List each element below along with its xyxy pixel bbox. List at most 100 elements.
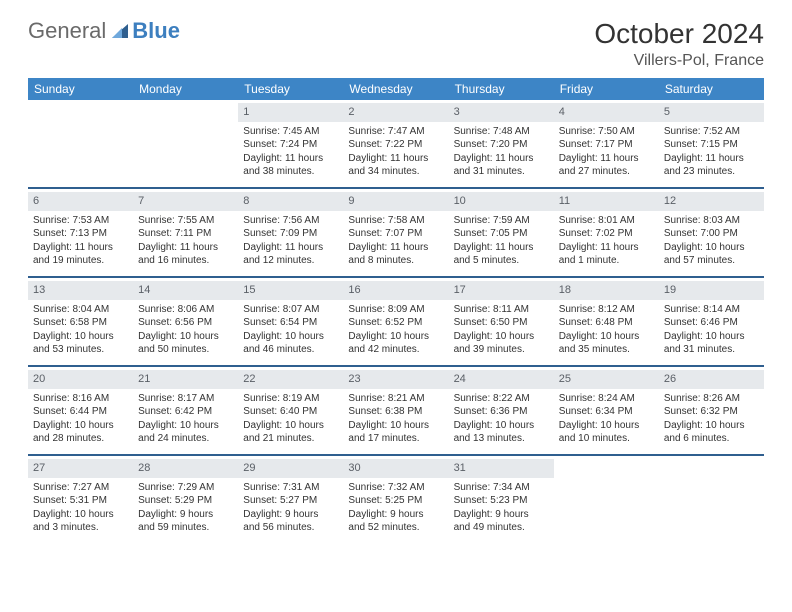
- sunset-text: Sunset: 6:38 PM: [348, 405, 443, 419]
- sunset-text: Sunset: 6:42 PM: [138, 405, 233, 419]
- calendar-cell: 25Sunrise: 8:24 AMSunset: 6:34 PMDayligh…: [554, 366, 659, 455]
- daylight-text: and 56 minutes.: [243, 521, 338, 535]
- calendar-cell: 28Sunrise: 7:29 AMSunset: 5:29 PMDayligh…: [133, 455, 238, 543]
- brand-text-1: General: [28, 18, 106, 44]
- weekday-header: Wednesday: [343, 78, 448, 100]
- brand-logo: General Blue: [28, 18, 180, 44]
- day-number: 15: [238, 281, 343, 300]
- daylight-text: and 38 minutes.: [243, 165, 338, 179]
- location-text: Villers-Pol, France: [594, 52, 764, 70]
- day-number: 17: [449, 281, 554, 300]
- day-number: 21: [133, 370, 238, 389]
- calendar-cell: 10Sunrise: 7:59 AMSunset: 7:05 PMDayligh…: [449, 188, 554, 277]
- daylight-text: Daylight: 11 hours: [664, 152, 759, 166]
- daylight-text: and 17 minutes.: [348, 432, 443, 446]
- daylight-text: and 27 minutes.: [559, 165, 654, 179]
- page-title: October 2024: [594, 18, 764, 50]
- sunrise-text: Sunrise: 7:47 AM: [348, 125, 443, 139]
- daylight-text: Daylight: 10 hours: [454, 330, 549, 344]
- daylight-text: and 5 minutes.: [454, 254, 549, 268]
- calendar-cell: 6Sunrise: 7:53 AMSunset: 7:13 PMDaylight…: [28, 188, 133, 277]
- daylight-text: Daylight: 11 hours: [348, 152, 443, 166]
- daylight-text: and 31 minutes.: [664, 343, 759, 357]
- calendar-cell: 17Sunrise: 8:11 AMSunset: 6:50 PMDayligh…: [449, 277, 554, 366]
- calendar-cell: 23Sunrise: 8:21 AMSunset: 6:38 PMDayligh…: [343, 366, 448, 455]
- sunrise-text: Sunrise: 8:09 AM: [348, 303, 443, 317]
- sunset-text: Sunset: 6:36 PM: [454, 405, 549, 419]
- daylight-text: Daylight: 11 hours: [243, 152, 338, 166]
- calendar-cell: 12Sunrise: 8:03 AMSunset: 7:00 PMDayligh…: [659, 188, 764, 277]
- daylight-text: and 6 minutes.: [664, 432, 759, 446]
- calendar-cell: 3Sunrise: 7:48 AMSunset: 7:20 PMDaylight…: [449, 100, 554, 188]
- day-number: 29: [238, 459, 343, 478]
- daylight-text: and 28 minutes.: [33, 432, 128, 446]
- sunrise-text: Sunrise: 8:04 AM: [33, 303, 128, 317]
- daylight-text: and 10 minutes.: [559, 432, 654, 446]
- calendar-cell: 27Sunrise: 7:27 AMSunset: 5:31 PMDayligh…: [28, 455, 133, 543]
- day-number: 4: [554, 103, 659, 122]
- calendar-cell: 26Sunrise: 8:26 AMSunset: 6:32 PMDayligh…: [659, 366, 764, 455]
- day-number: 16: [343, 281, 448, 300]
- calendar-cell: 20Sunrise: 8:16 AMSunset: 6:44 PMDayligh…: [28, 366, 133, 455]
- sunrise-text: Sunrise: 7:32 AM: [348, 481, 443, 495]
- day-number: 9: [343, 192, 448, 211]
- sunset-text: Sunset: 7:02 PM: [559, 227, 654, 241]
- calendar-cell: 22Sunrise: 8:19 AMSunset: 6:40 PMDayligh…: [238, 366, 343, 455]
- day-number: 24: [449, 370, 554, 389]
- daylight-text: Daylight: 10 hours: [243, 330, 338, 344]
- sunrise-text: Sunrise: 7:59 AM: [454, 214, 549, 228]
- day-number: 6: [28, 192, 133, 211]
- calendar-week-row: 1Sunrise: 7:45 AMSunset: 7:24 PMDaylight…: [28, 100, 764, 188]
- calendar-cell: [133, 100, 238, 188]
- sunset-text: Sunset: 5:27 PM: [243, 494, 338, 508]
- calendar-cell: 19Sunrise: 8:14 AMSunset: 6:46 PMDayligh…: [659, 277, 764, 366]
- daylight-text: and 12 minutes.: [243, 254, 338, 268]
- day-number: 5: [659, 103, 764, 122]
- sunset-text: Sunset: 6:34 PM: [559, 405, 654, 419]
- sunset-text: Sunset: 7:07 PM: [348, 227, 443, 241]
- calendar-cell: 21Sunrise: 8:17 AMSunset: 6:42 PMDayligh…: [133, 366, 238, 455]
- calendar-cell: 18Sunrise: 8:12 AMSunset: 6:48 PMDayligh…: [554, 277, 659, 366]
- sunset-text: Sunset: 5:25 PM: [348, 494, 443, 508]
- calendar-cell: 29Sunrise: 7:31 AMSunset: 5:27 PMDayligh…: [238, 455, 343, 543]
- daylight-text: Daylight: 11 hours: [138, 241, 233, 255]
- calendar-cell: [659, 455, 764, 543]
- weekday-header-row: Sunday Monday Tuesday Wednesday Thursday…: [28, 78, 764, 100]
- daylight-text: Daylight: 10 hours: [454, 419, 549, 433]
- calendar-cell: 31Sunrise: 7:34 AMSunset: 5:23 PMDayligh…: [449, 455, 554, 543]
- daylight-text: Daylight: 9 hours: [243, 508, 338, 522]
- daylight-text: Daylight: 11 hours: [348, 241, 443, 255]
- sunset-text: Sunset: 5:23 PM: [454, 494, 549, 508]
- day-number: 1: [238, 103, 343, 122]
- logo-sail-icon: [110, 22, 130, 40]
- sunset-text: Sunset: 6:48 PM: [559, 316, 654, 330]
- daylight-text: and 16 minutes.: [138, 254, 233, 268]
- calendar-week-row: 20Sunrise: 8:16 AMSunset: 6:44 PMDayligh…: [28, 366, 764, 455]
- day-number: 22: [238, 370, 343, 389]
- sunrise-text: Sunrise: 7:27 AM: [33, 481, 128, 495]
- daylight-text: Daylight: 10 hours: [348, 330, 443, 344]
- day-number: 14: [133, 281, 238, 300]
- daylight-text: and 24 minutes.: [138, 432, 233, 446]
- sunrise-text: Sunrise: 7:48 AM: [454, 125, 549, 139]
- daylight-text: Daylight: 10 hours: [243, 419, 338, 433]
- weekday-header: Tuesday: [238, 78, 343, 100]
- daylight-text: and 46 minutes.: [243, 343, 338, 357]
- sunset-text: Sunset: 6:46 PM: [664, 316, 759, 330]
- calendar-table: Sunday Monday Tuesday Wednesday Thursday…: [28, 78, 764, 543]
- calendar-cell: 11Sunrise: 8:01 AMSunset: 7:02 PMDayligh…: [554, 188, 659, 277]
- calendar-cell: 4Sunrise: 7:50 AMSunset: 7:17 PMDaylight…: [554, 100, 659, 188]
- daylight-text: Daylight: 9 hours: [138, 508, 233, 522]
- sunrise-text: Sunrise: 8:07 AM: [243, 303, 338, 317]
- day-number: 2: [343, 103, 448, 122]
- daylight-text: Daylight: 10 hours: [559, 330, 654, 344]
- daylight-text: Daylight: 10 hours: [138, 419, 233, 433]
- sunrise-text: Sunrise: 7:34 AM: [454, 481, 549, 495]
- daylight-text: and 42 minutes.: [348, 343, 443, 357]
- sunrise-text: Sunrise: 8:16 AM: [33, 392, 128, 406]
- day-number: 19: [659, 281, 764, 300]
- sunset-text: Sunset: 5:31 PM: [33, 494, 128, 508]
- day-number: 28: [133, 459, 238, 478]
- daylight-text: and 8 minutes.: [348, 254, 443, 268]
- day-number: 27: [28, 459, 133, 478]
